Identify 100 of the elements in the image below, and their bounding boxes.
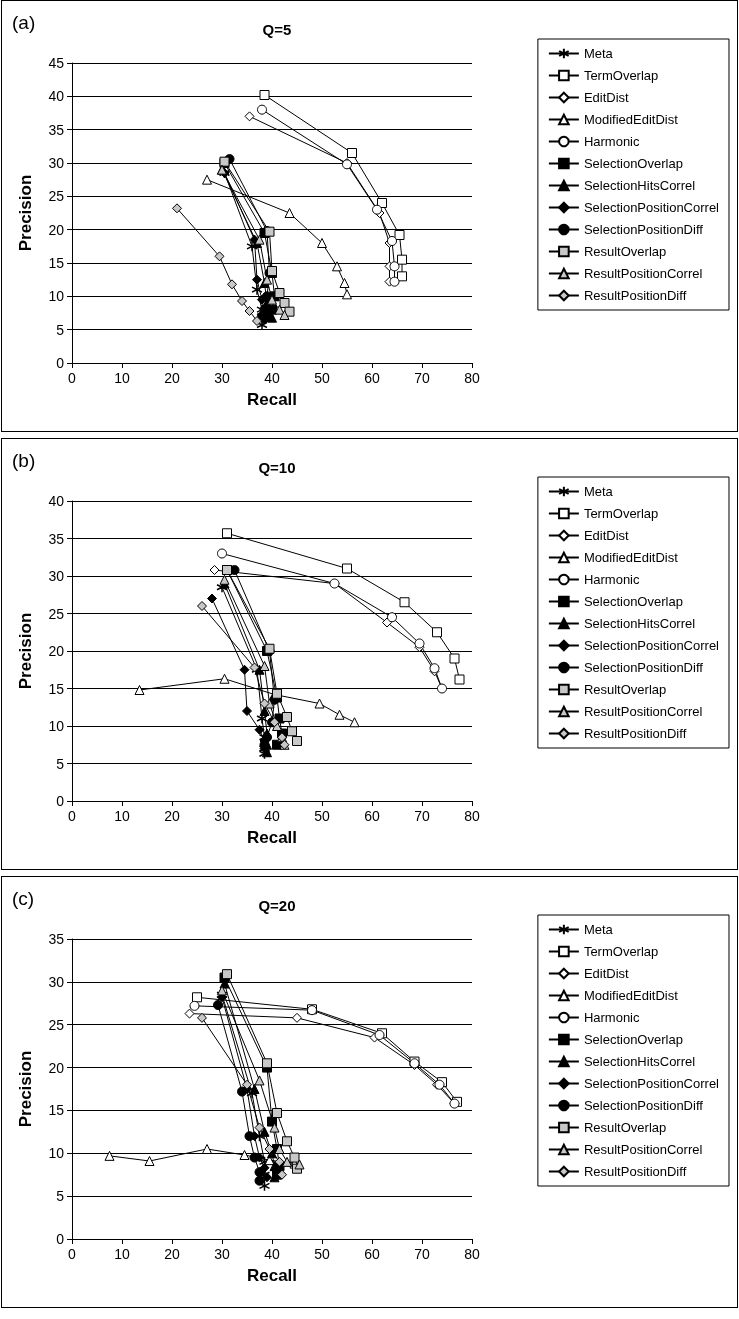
legend-label: ResultPositionCorrel <box>583 266 703 281</box>
text: (a) <box>12 12 36 33</box>
legend-label: Meta <box>583 46 614 61</box>
x-tick-label: 60 <box>364 370 380 386</box>
x-axis-title: Recall <box>246 828 298 847</box>
legend-label: SelectionOverlap <box>583 1032 683 1047</box>
y-tick-label: 15 <box>48 255 65 271</box>
x-axis-title: Recall <box>246 390 298 409</box>
y-tick-label: 15 <box>48 680 65 697</box>
legend-label: SelectionPositionCorrel <box>583 200 720 215</box>
y-tick-label: 40 <box>48 88 65 105</box>
x-tick-label: 30 <box>214 370 230 386</box>
x-tick-label: 70 <box>414 370 430 386</box>
x-tick-label: 10 <box>114 808 130 824</box>
legend-label: ModifiedEditDist <box>583 988 679 1003</box>
legend-label: SelectionHitsCorrel <box>583 1054 696 1069</box>
y-axis-title: Precision <box>16 612 35 690</box>
y-tick-label: 20 <box>48 221 65 238</box>
legend-label: SelectionPositionDiff <box>583 222 704 237</box>
legend-label: ResultPositionCorrel <box>583 1142 703 1157</box>
x-tick-label: 0 <box>68 1246 77 1262</box>
legend-label: Harmonic <box>583 572 640 587</box>
legend-label: Harmonic <box>583 1010 640 1025</box>
chart-title: Q=20 <box>258 897 296 914</box>
legend-label: SelectionPositionDiff <box>583 1098 704 1113</box>
y-tick-label: 5 <box>56 321 65 338</box>
legend-label: SelectionOverlap <box>583 156 683 171</box>
y-tick-label: 25 <box>48 1016 65 1033</box>
y-tick-label: 5 <box>56 755 65 772</box>
x-tick-label: 0 <box>68 808 77 824</box>
y-tick-label: 0 <box>56 793 65 809</box>
x-tick-label: 0 <box>68 370 77 386</box>
x-tick-label: 40 <box>264 370 280 386</box>
x-tick-label: 60 <box>364 1246 380 1262</box>
legend-label: TermOverlap <box>583 68 659 83</box>
legend-label: Meta <box>583 922 614 937</box>
y-tick-label: 35 <box>48 931 65 947</box>
y-tick-label: 0 <box>56 355 65 371</box>
text: (b) <box>12 450 36 471</box>
x-tick-label: 70 <box>414 1246 430 1262</box>
y-tick-label: 10 <box>48 288 65 305</box>
y-tick-label: 45 <box>48 55 65 71</box>
chart-title: Q=5 <box>262 21 292 38</box>
y-tick-label: 20 <box>48 643 65 659</box>
x-axis-title: Recall <box>246 1266 298 1285</box>
x-tick-label: 30 <box>214 1246 230 1262</box>
legend-label: ResultPositionDiff <box>583 726 687 741</box>
y-axis-title: Precision <box>16 1050 35 1128</box>
legend-label: SelectionHitsCorrel <box>583 616 696 631</box>
x-tick-label: 80 <box>464 370 480 386</box>
y-axis-title: Precision <box>16 174 35 252</box>
legend-label: EditDist <box>583 966 630 981</box>
y-tick-label: 30 <box>48 568 65 584</box>
y-tick-label: 25 <box>48 605 65 622</box>
legend-label: SelectionPositionCorrel <box>583 638 720 653</box>
x-tick-label: 50 <box>314 808 330 824</box>
legend-label: ResultPositionDiff <box>583 1164 687 1179</box>
x-tick-label: 60 <box>364 808 380 824</box>
y-tick-label: 30 <box>48 973 65 990</box>
legend-label: EditDist <box>583 528 630 543</box>
x-tick-label: 10 <box>114 1246 130 1262</box>
x-tick-label: 40 <box>264 1246 280 1262</box>
legend-label: SelectionOverlap <box>583 594 683 609</box>
legend-label: ResultOverlap <box>583 682 667 697</box>
chart-title: Q=10 <box>258 459 296 476</box>
legend-label: ResultPositionCorrel <box>583 704 703 719</box>
y-tick-label: 15 <box>48 1102 65 1119</box>
y-tick-label: 40 <box>48 493 65 509</box>
text: (c) <box>12 888 35 909</box>
x-tick-label: 80 <box>464 1246 480 1262</box>
legend-label: ModifiedEditDist <box>583 112 679 127</box>
y-tick-label: 20 <box>48 1059 65 1076</box>
legend-label: ResultPositionDiff <box>583 288 687 303</box>
legend-label: SelectionPositionDiff <box>583 660 704 675</box>
legend-label: SelectionHitsCorrel <box>583 178 696 193</box>
x-tick-label: 30 <box>214 808 230 824</box>
x-tick-label: 20 <box>164 808 180 824</box>
legend-label: ModifiedEditDist <box>583 550 679 565</box>
y-tick-label: 25 <box>48 188 65 205</box>
x-tick-label: 70 <box>414 808 430 824</box>
x-tick-label: 40 <box>264 808 280 824</box>
legend-label: EditDist <box>583 90 630 105</box>
y-tick-label: 5 <box>56 1188 65 1205</box>
x-tick-label: 10 <box>114 370 130 386</box>
legend-label: Harmonic <box>583 134 640 149</box>
x-tick-label: 80 <box>464 808 480 824</box>
legend-label: ResultOverlap <box>583 1120 667 1135</box>
legend-label: TermOverlap <box>583 506 659 521</box>
x-tick-label: 50 <box>314 370 330 386</box>
y-tick-label: 10 <box>48 1145 65 1162</box>
legend-label: Meta <box>583 484 614 499</box>
y-tick-label: 30 <box>48 155 65 171</box>
y-tick-label: 0 <box>56 1231 65 1247</box>
y-tick-label: 35 <box>48 121 65 138</box>
y-tick-label: 10 <box>48 718 65 734</box>
x-tick-label: 20 <box>164 1246 180 1262</box>
legend-label: TermOverlap <box>583 944 659 959</box>
x-tick-label: 50 <box>314 1246 330 1262</box>
legend-label: ResultOverlap <box>583 244 667 259</box>
y-tick-label: 35 <box>48 530 65 547</box>
